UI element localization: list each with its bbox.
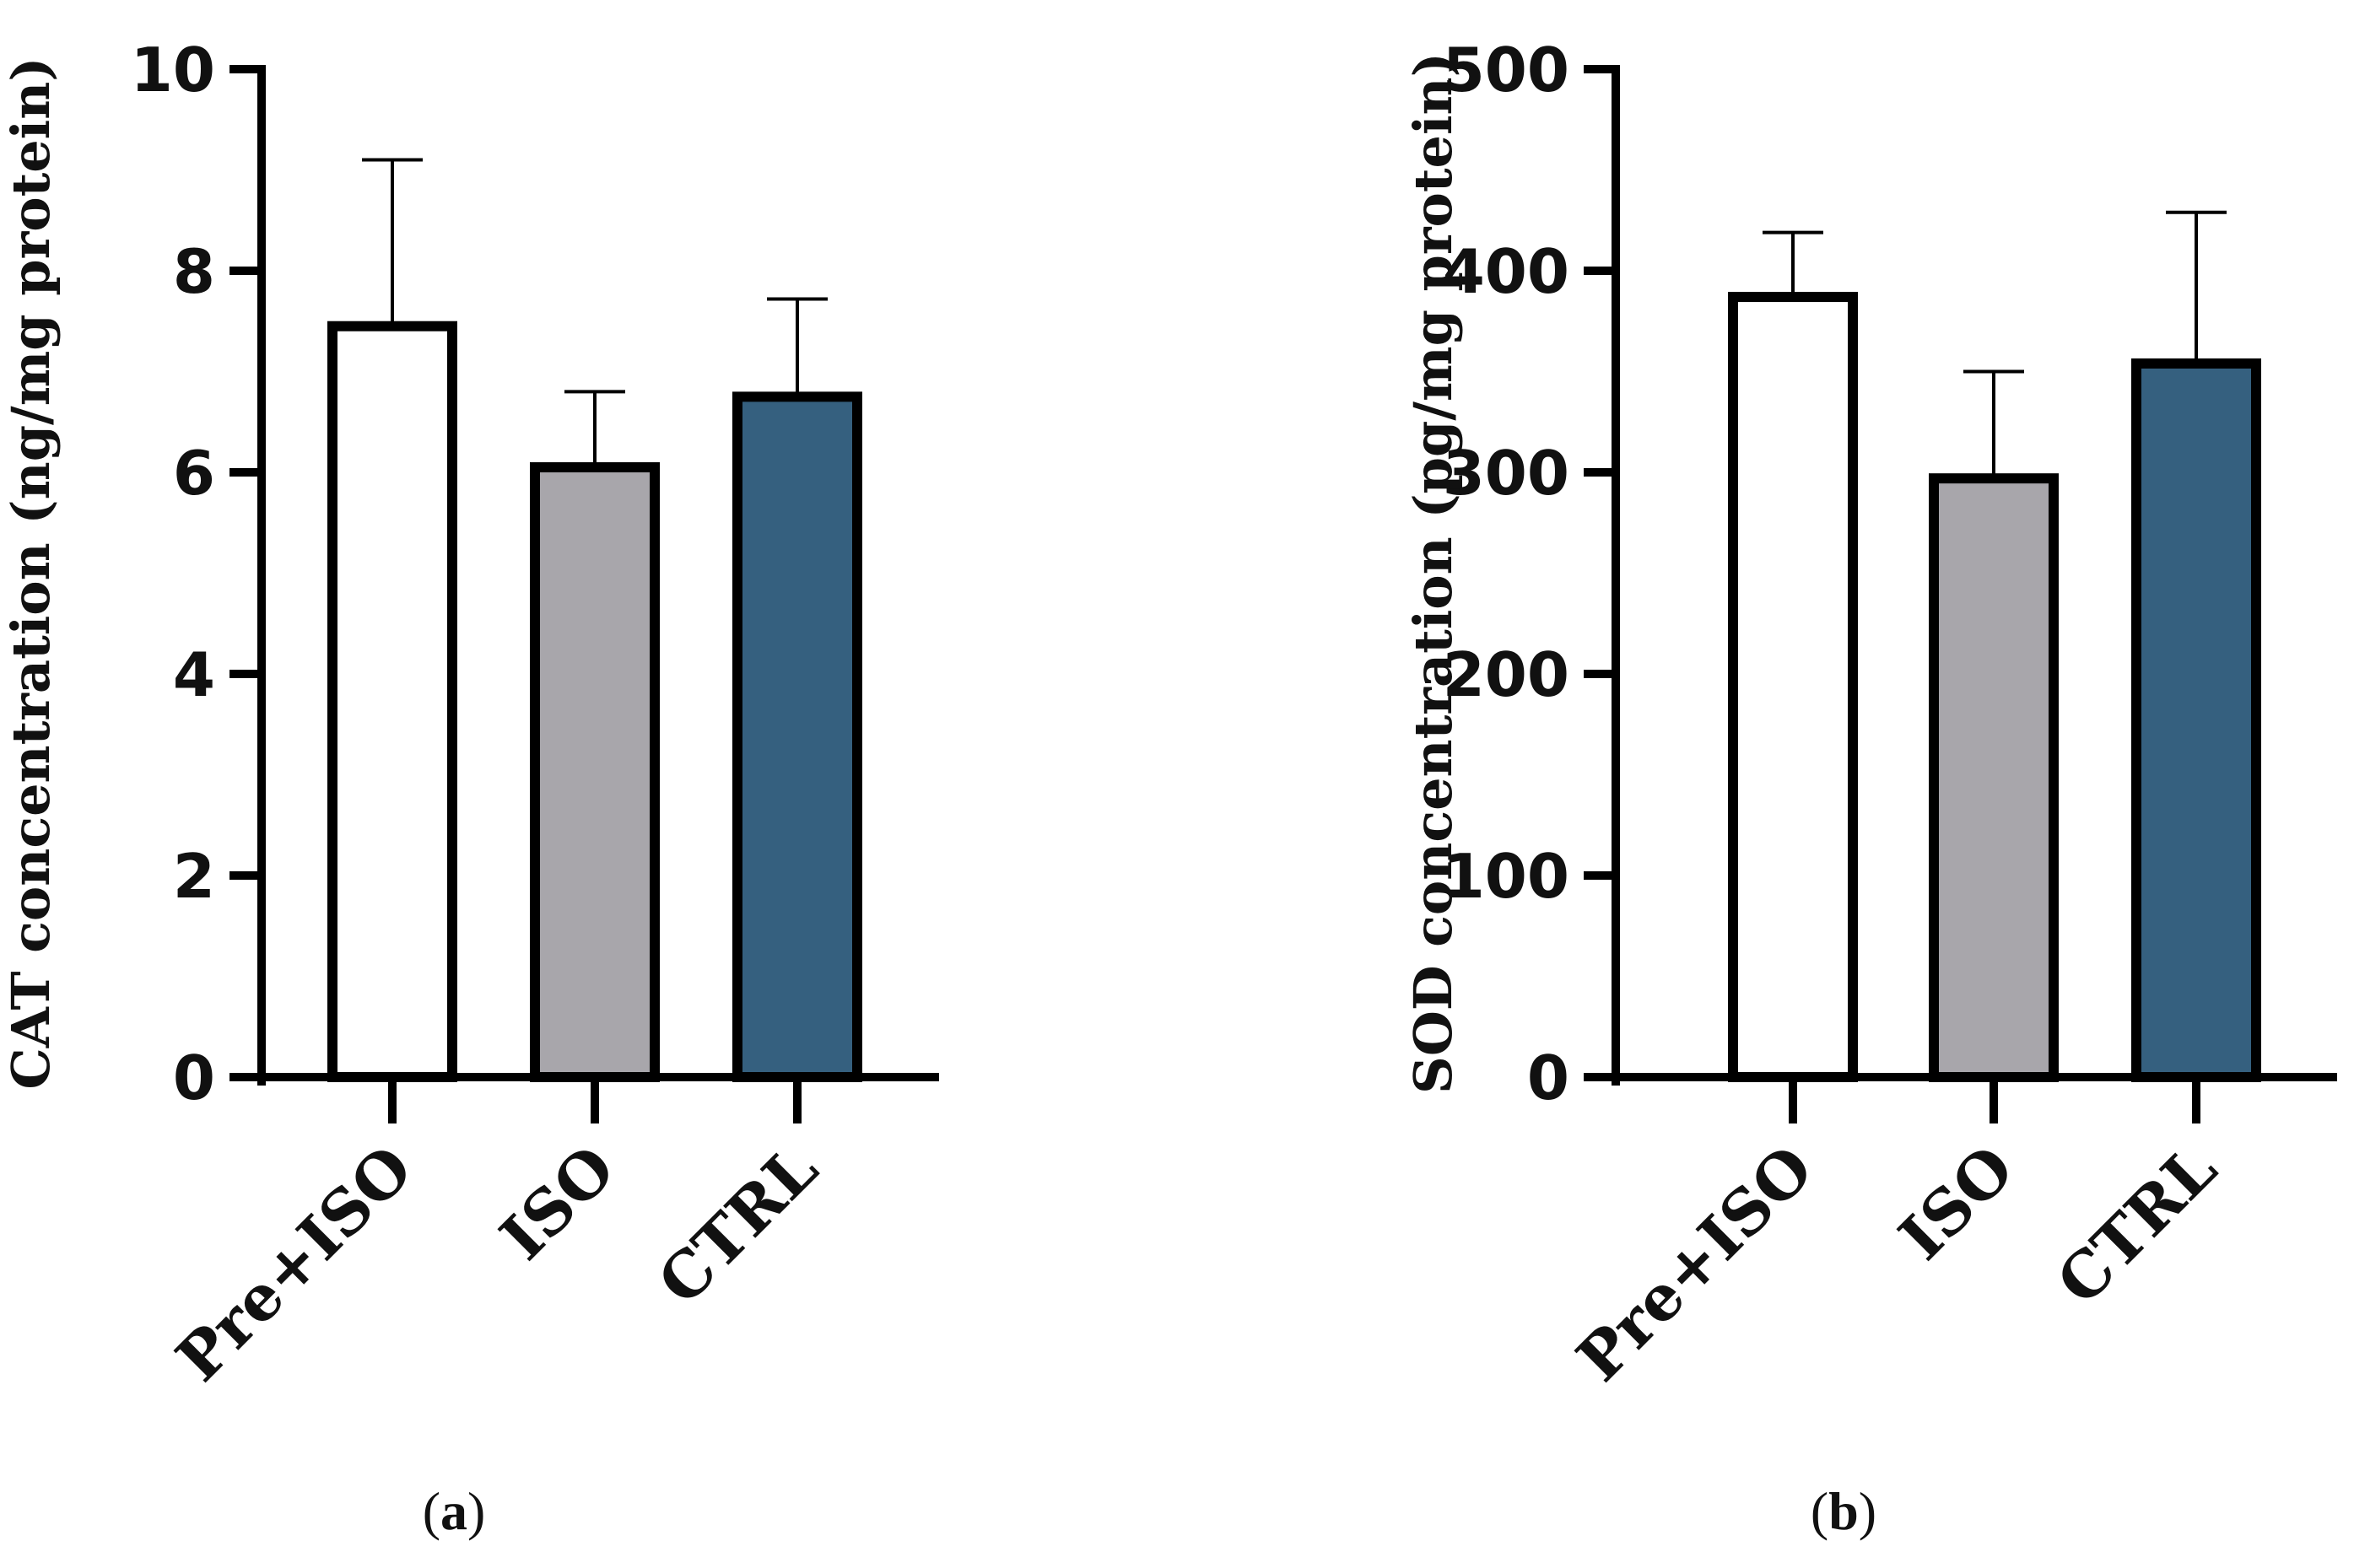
panel-a-label-letter: a xyxy=(440,1481,467,1541)
panel-b-bar-ctrl xyxy=(2131,358,2261,1082)
panel-a-y-tick-label: 0 xyxy=(173,1043,215,1113)
panel-b-y-tick-label: 200 xyxy=(1443,639,1569,710)
panel-b-label-close: ) xyxy=(1859,1481,1876,1541)
panel-a-y-tick-label: 2 xyxy=(173,841,215,912)
panel-a-label-open: ( xyxy=(423,1481,440,1541)
panel-b-label-open: ( xyxy=(1811,1481,1828,1541)
panel-b-label: (b) xyxy=(1811,1481,1876,1541)
panel-b-y-axis-title: SOD concentration (pg/mg protein) xyxy=(1402,52,1464,1094)
panel-b-bar-iso xyxy=(1929,473,2059,1082)
panel-a-y-tick-label: 4 xyxy=(173,639,215,710)
panel-a-bar-iso xyxy=(530,462,660,1082)
panel-a-bar-ctrl xyxy=(732,391,862,1082)
panel-b-category-label: CTRL xyxy=(2044,1132,2231,1319)
panel-a-y-tick-label: 6 xyxy=(173,438,215,509)
panel-a-category-label: ISO xyxy=(487,1132,629,1274)
panel-b-y-tick-label: 0 xyxy=(1527,1043,1569,1113)
panel-b-y-tick-label: 300 xyxy=(1443,438,1569,509)
panel-a-category-label: CTRL xyxy=(645,1132,832,1319)
panel-b-category-label: Pre+ISO xyxy=(1563,1132,1828,1396)
panel-a-category-label: Pre+ISO xyxy=(163,1132,427,1396)
panel-b-category-label: ISO xyxy=(1886,1132,2028,1274)
panel-b-y-tick-label: 100 xyxy=(1443,841,1569,912)
panel-a-y-tick-label: 8 xyxy=(173,236,215,307)
panel-a-label-close: ) xyxy=(467,1481,485,1541)
panel-a-y-axis-title: CAT concentration (ng/mg protein) xyxy=(0,57,62,1089)
panel-a-label: (a) xyxy=(423,1481,486,1541)
panel-b-y-tick-label: 400 xyxy=(1443,236,1569,307)
panel-b-label-letter: b xyxy=(1828,1481,1859,1541)
panel-b-y-tick-label: 500 xyxy=(1443,35,1569,105)
panel-a-chart: 0 2 4 6 8 10 CAT concentration (ng/mg protein)… xyxy=(0,35,939,1541)
panel-a-y-tick-label: 10 xyxy=(131,35,215,105)
panel-b-bar-pre-iso xyxy=(1728,292,1858,1082)
panel-a-bar-pre-iso xyxy=(327,321,457,1083)
